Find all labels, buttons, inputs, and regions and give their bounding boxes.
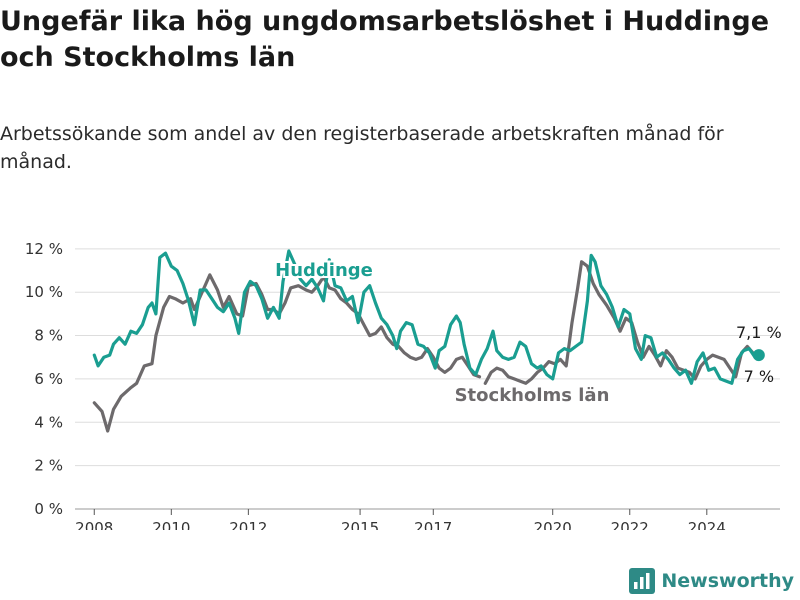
line-chart: 0 % 2 % 4 % 6 % 8 % 10 % 12 % 2008 2010 2012 2015…	[25, 240, 782, 530]
end-value-huddinge: 7,1 %	[736, 323, 782, 342]
x-tick-label: 2010	[152, 519, 190, 530]
y-tick-label: 6 %	[34, 370, 63, 388]
x-axis: 2008 2010 2012 2015 2017 2020 2022 2024	[75, 509, 726, 530]
chart-annotations: Huddinge Stockholms län 7,1 % 7 %	[273, 258, 782, 408]
chart-subtitle: Arbetssökande som andel av den registerb…	[0, 123, 724, 173]
y-tick-label: 10 %	[25, 283, 63, 301]
y-tick-label: 2 %	[34, 457, 63, 475]
chart-title: Ungefär lika hög ungdomsarbetslöshet i H…	[0, 6, 770, 73]
chart-series	[92, 249, 761, 433]
y-tick-label: 0 %	[34, 500, 63, 518]
x-tick-label: 2024	[688, 519, 726, 530]
x-tick-label: 2015	[341, 519, 379, 530]
x-tick-label: 2008	[75, 519, 113, 530]
x-tick-label: 2020	[534, 519, 572, 530]
x-tick-label: 2012	[229, 519, 267, 530]
y-tick-label: 12 %	[25, 240, 63, 258]
x-tick-label: 2022	[611, 519, 649, 530]
series-label-stockholms-lan: Stockholms län	[455, 385, 610, 406]
x-tick-label: 2017	[414, 519, 452, 530]
series-label-huddinge: Huddinge	[275, 260, 373, 281]
end-marker-huddinge	[752, 349, 765, 362]
series-line-stockholms-l-n	[92, 273, 482, 433]
brand-name: Newsworthy	[661, 570, 794, 592]
brand-footer: Newsworthy	[629, 568, 794, 594]
y-tick-label: 8 %	[34, 327, 63, 345]
bar-chart-logo-icon	[629, 568, 656, 594]
chart-grid	[75, 248, 780, 510]
end-value-stockholms-lan: 7 %	[744, 367, 774, 386]
y-axis-labels: 0 % 2 % 4 % 6 % 8 % 10 % 12 %	[25, 240, 63, 518]
y-tick-label: 4 %	[34, 413, 63, 431]
series-line-stockholms-l-n	[483, 260, 761, 385]
series-line-huddinge	[92, 249, 761, 385]
